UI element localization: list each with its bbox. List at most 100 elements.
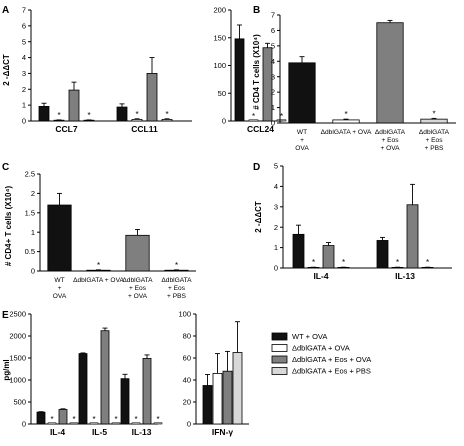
y-tick-label: 0.5 bbox=[25, 247, 35, 256]
category-label-A: CCL11 bbox=[131, 124, 158, 134]
significance-star-E: * bbox=[50, 415, 53, 424]
y-axis-title: # CD4 T cells (X10⁴) bbox=[252, 34, 261, 110]
panel-letter: C bbox=[2, 162, 9, 173]
bar-E2 bbox=[222, 370, 233, 425]
y-tick-label: 1 bbox=[274, 243, 278, 252]
group-label-B: + PBS bbox=[425, 145, 444, 152]
y-tick-label: 1 bbox=[22, 101, 26, 110]
y-tick-label: 3 bbox=[274, 202, 278, 211]
significance-star-A: * bbox=[57, 111, 60, 120]
bar-A2 bbox=[234, 38, 245, 122]
bar-E bbox=[153, 422, 163, 425]
bar-D bbox=[406, 204, 419, 269]
y-tick-label: 0 bbox=[22, 117, 26, 126]
significance-star-A: * bbox=[135, 110, 138, 119]
y-tick-label: 200 bbox=[213, 6, 226, 15]
significance-star-D: * bbox=[396, 258, 399, 267]
legend-swatch bbox=[271, 332, 288, 341]
category-label-E2: IFN-γ bbox=[212, 427, 234, 437]
y-tick-label: 6 bbox=[271, 26, 275, 35]
significance-star-D: * bbox=[312, 258, 315, 267]
bar-A bbox=[161, 119, 173, 122]
y-tick-label: 6 bbox=[22, 21, 26, 30]
bar-A bbox=[146, 73, 158, 122]
y-axis-title: 2 -ΔΔCT bbox=[254, 201, 263, 233]
significance-star-A: * bbox=[165, 110, 168, 119]
y-tick-label: 4 bbox=[271, 57, 275, 66]
y-tick-label: 1 bbox=[271, 103, 275, 112]
bar-E bbox=[111, 422, 121, 425]
y-tick-label: 0 bbox=[187, 420, 191, 429]
significance-star-C: * bbox=[97, 261, 100, 270]
y-tick-label: 2 bbox=[274, 223, 278, 232]
bar-D bbox=[322, 245, 335, 269]
bar-E2 bbox=[202, 385, 213, 425]
bar-E bbox=[47, 422, 57, 425]
bar-E bbox=[142, 358, 152, 425]
group-label-C: + bbox=[58, 285, 62, 292]
y-tick-label: 0 bbox=[31, 267, 35, 276]
y-tick-label: 2.5 bbox=[25, 170, 35, 179]
significance-star-E: * bbox=[114, 415, 117, 424]
bar-E bbox=[58, 409, 68, 425]
y-tick-label: 2 bbox=[31, 189, 35, 198]
group-label-B: WT bbox=[297, 129, 307, 136]
legend-label: ΔdblGATA + Eos + PBS bbox=[292, 367, 371, 376]
y-tick-label: 4 bbox=[274, 182, 278, 191]
significance-star-A2: * bbox=[280, 112, 283, 121]
y-tick-label: 100 bbox=[178, 310, 191, 319]
y-axis-title: 2 -ΔΔCT bbox=[2, 54, 11, 86]
y-tick-label: 2000 bbox=[9, 332, 26, 341]
significance-star-E: * bbox=[72, 415, 75, 424]
bar-C bbox=[164, 269, 189, 272]
bar-D bbox=[376, 240, 389, 269]
bar-E bbox=[131, 422, 141, 425]
y-tick-label: 3 bbox=[271, 72, 275, 81]
y-tick-label: 100 bbox=[213, 61, 226, 70]
y-tick-label: 0 bbox=[274, 264, 278, 273]
significance-star-D: * bbox=[342, 258, 345, 267]
group-label-B: + Eos bbox=[425, 137, 443, 144]
bar-A bbox=[68, 89, 80, 122]
bar-C bbox=[86, 269, 111, 272]
bar-A bbox=[131, 119, 143, 122]
significance-star-E: * bbox=[156, 415, 159, 424]
y-tick-label: 1 bbox=[31, 228, 35, 237]
group-label-C: ΔdblGATA bbox=[122, 277, 153, 284]
legend-swatch bbox=[271, 367, 288, 375]
bar-A bbox=[38, 106, 50, 122]
panel-letter: E bbox=[2, 310, 9, 321]
category-label-A2: CCL24 bbox=[247, 124, 274, 134]
y-tick-label: 1500 bbox=[9, 354, 26, 363]
y-tick-label: 500 bbox=[13, 398, 26, 407]
legend-label: WT + OVA bbox=[292, 332, 327, 341]
significance-star-D: * bbox=[426, 258, 429, 267]
y-tick-label: 60 bbox=[183, 354, 191, 363]
group-label-C: ΔdblGATA bbox=[161, 277, 192, 284]
bar-E2 bbox=[212, 372, 223, 425]
bar-E bbox=[120, 378, 130, 425]
legend-swatch bbox=[271, 344, 288, 352]
bar-A bbox=[116, 106, 128, 122]
significance-star-E: * bbox=[92, 415, 95, 424]
legend-swatch bbox=[271, 355, 288, 364]
y-tick-label: 150 bbox=[213, 33, 226, 42]
significance-star-C: * bbox=[175, 261, 178, 270]
y-tick-label: 1.5 bbox=[25, 208, 35, 217]
legend-label: ΔdblGATA + OVA bbox=[292, 344, 350, 353]
significance-star-A: * bbox=[87, 111, 90, 120]
bar-B bbox=[376, 22, 404, 124]
significance-star-B: * bbox=[432, 109, 435, 118]
bar-E bbox=[100, 330, 110, 425]
group-label-B: ΔdblGATA + OVA bbox=[321, 129, 372, 136]
panel-letter: B bbox=[253, 5, 260, 16]
group-label-B: ΔdblGATA bbox=[375, 129, 406, 136]
category-label-E: IL-13 bbox=[132, 427, 152, 437]
y-tick-label: 2 bbox=[22, 85, 26, 94]
y-tick-label: 2500 bbox=[9, 310, 26, 319]
bar-A2 bbox=[248, 119, 259, 122]
group-label-C: OVA bbox=[53, 293, 67, 300]
group-label-B: ΔdblGATA bbox=[419, 129, 450, 136]
category-label-A: CCL7 bbox=[55, 124, 77, 134]
group-label-B: + OVA bbox=[380, 145, 400, 152]
